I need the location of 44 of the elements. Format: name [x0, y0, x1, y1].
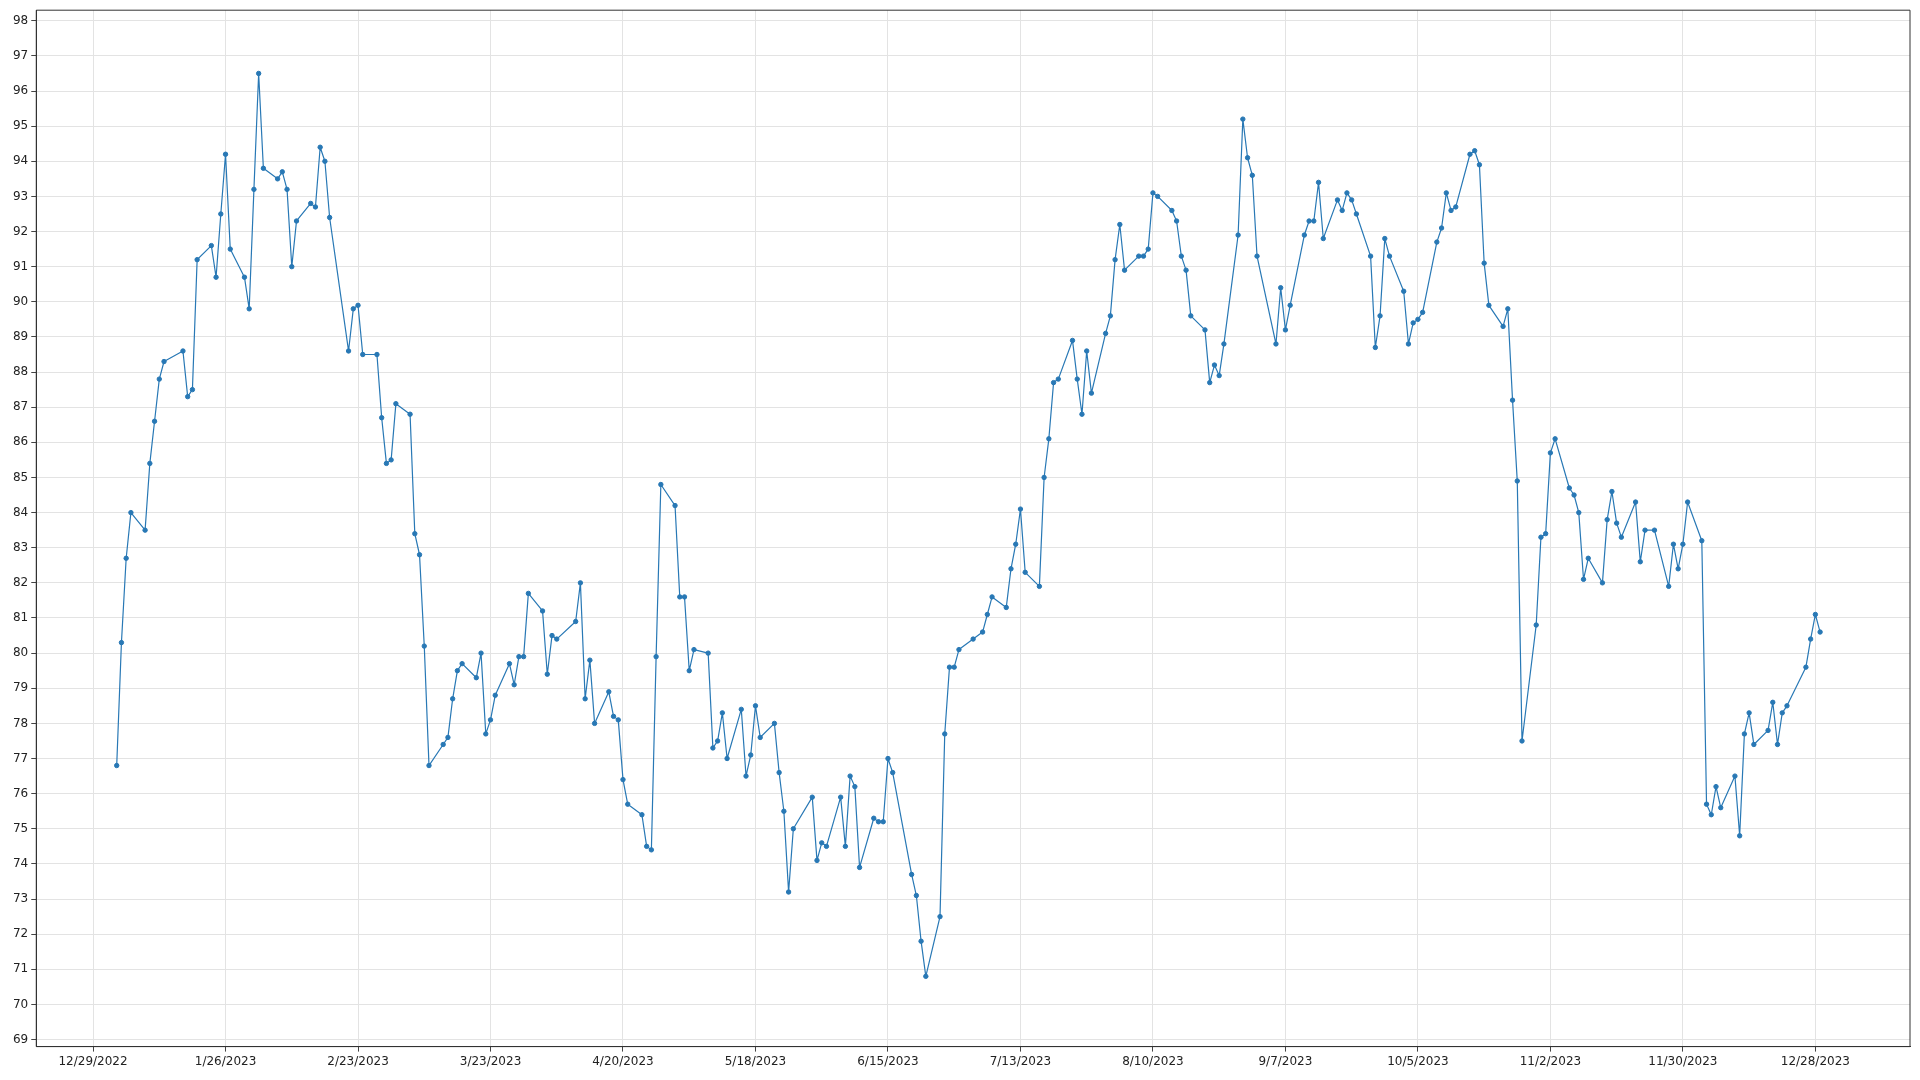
x-tick-label: 11/30/2023 — [1648, 1053, 1718, 1068]
x-tick-label: 10/5/2023 — [1387, 1053, 1449, 1068]
y-tick-label: 73 — [12, 891, 29, 906]
y-tick-label: 94 — [12, 153, 29, 168]
y-tick-label: 69 — [12, 1031, 29, 1046]
y-tick-label: 75 — [12, 820, 29, 835]
y-tick-label: 96 — [12, 83, 29, 98]
y-tick-label: 86 — [12, 434, 29, 449]
y-tick-label: 83 — [12, 539, 29, 554]
x-tick-label: 12/28/2023 — [1780, 1053, 1850, 1068]
x-tick-label: 5/18/2023 — [724, 1053, 787, 1068]
y-tick-label: 88 — [12, 364, 29, 379]
y-tick-label: 81 — [12, 610, 29, 625]
x-tick-label: 9/7/2023 — [1258, 1053, 1313, 1068]
y-tick-label: 92 — [12, 223, 29, 238]
x-tick-label: 8/10/2023 — [1122, 1053, 1184, 1068]
y-tick-label: 93 — [12, 188, 29, 203]
y-tick-label: 79 — [12, 680, 29, 695]
y-tick-label: 95 — [12, 118, 29, 133]
y-tick-label: 90 — [12, 293, 29, 308]
x-tick-label: 6/15/2023 — [857, 1053, 919, 1068]
x-tick-label: 12/29/2022 — [58, 1053, 128, 1068]
y-tick-label: 98 — [12, 12, 29, 27]
y-tick-label: 87 — [12, 399, 29, 414]
x-tick-label: 3/23/2023 — [459, 1053, 522, 1068]
y-tick-label: 72 — [12, 926, 29, 941]
y-tick-label: 78 — [12, 715, 29, 730]
y-tick-label: 70 — [12, 996, 29, 1011]
y-tick-label: 80 — [12, 645, 29, 660]
y-tick-label: 84 — [12, 504, 29, 519]
x-tick-label: 2/23/2023 — [327, 1053, 389, 1068]
x-tick-label: 1/26/2023 — [194, 1053, 257, 1068]
x-tick-label: 7/13/2023 — [989, 1053, 1052, 1068]
x-tick-label: 11/2/2023 — [1519, 1053, 1582, 1068]
y-tick-label: 82 — [12, 574, 29, 589]
y-tick-label: 97 — [12, 48, 29, 62]
y-tick-label: 85 — [12, 469, 29, 484]
y-tick-label: 71 — [12, 961, 29, 976]
y-tick-label: 74 — [12, 856, 29, 871]
y-tick-label: 91 — [12, 258, 29, 273]
y-tick-label: 76 — [12, 785, 29, 800]
y-tick-label: 77 — [12, 750, 29, 765]
x-tick-label: 4/20/2023 — [592, 1053, 654, 1068]
y-tick-label: 89 — [12, 329, 29, 344]
